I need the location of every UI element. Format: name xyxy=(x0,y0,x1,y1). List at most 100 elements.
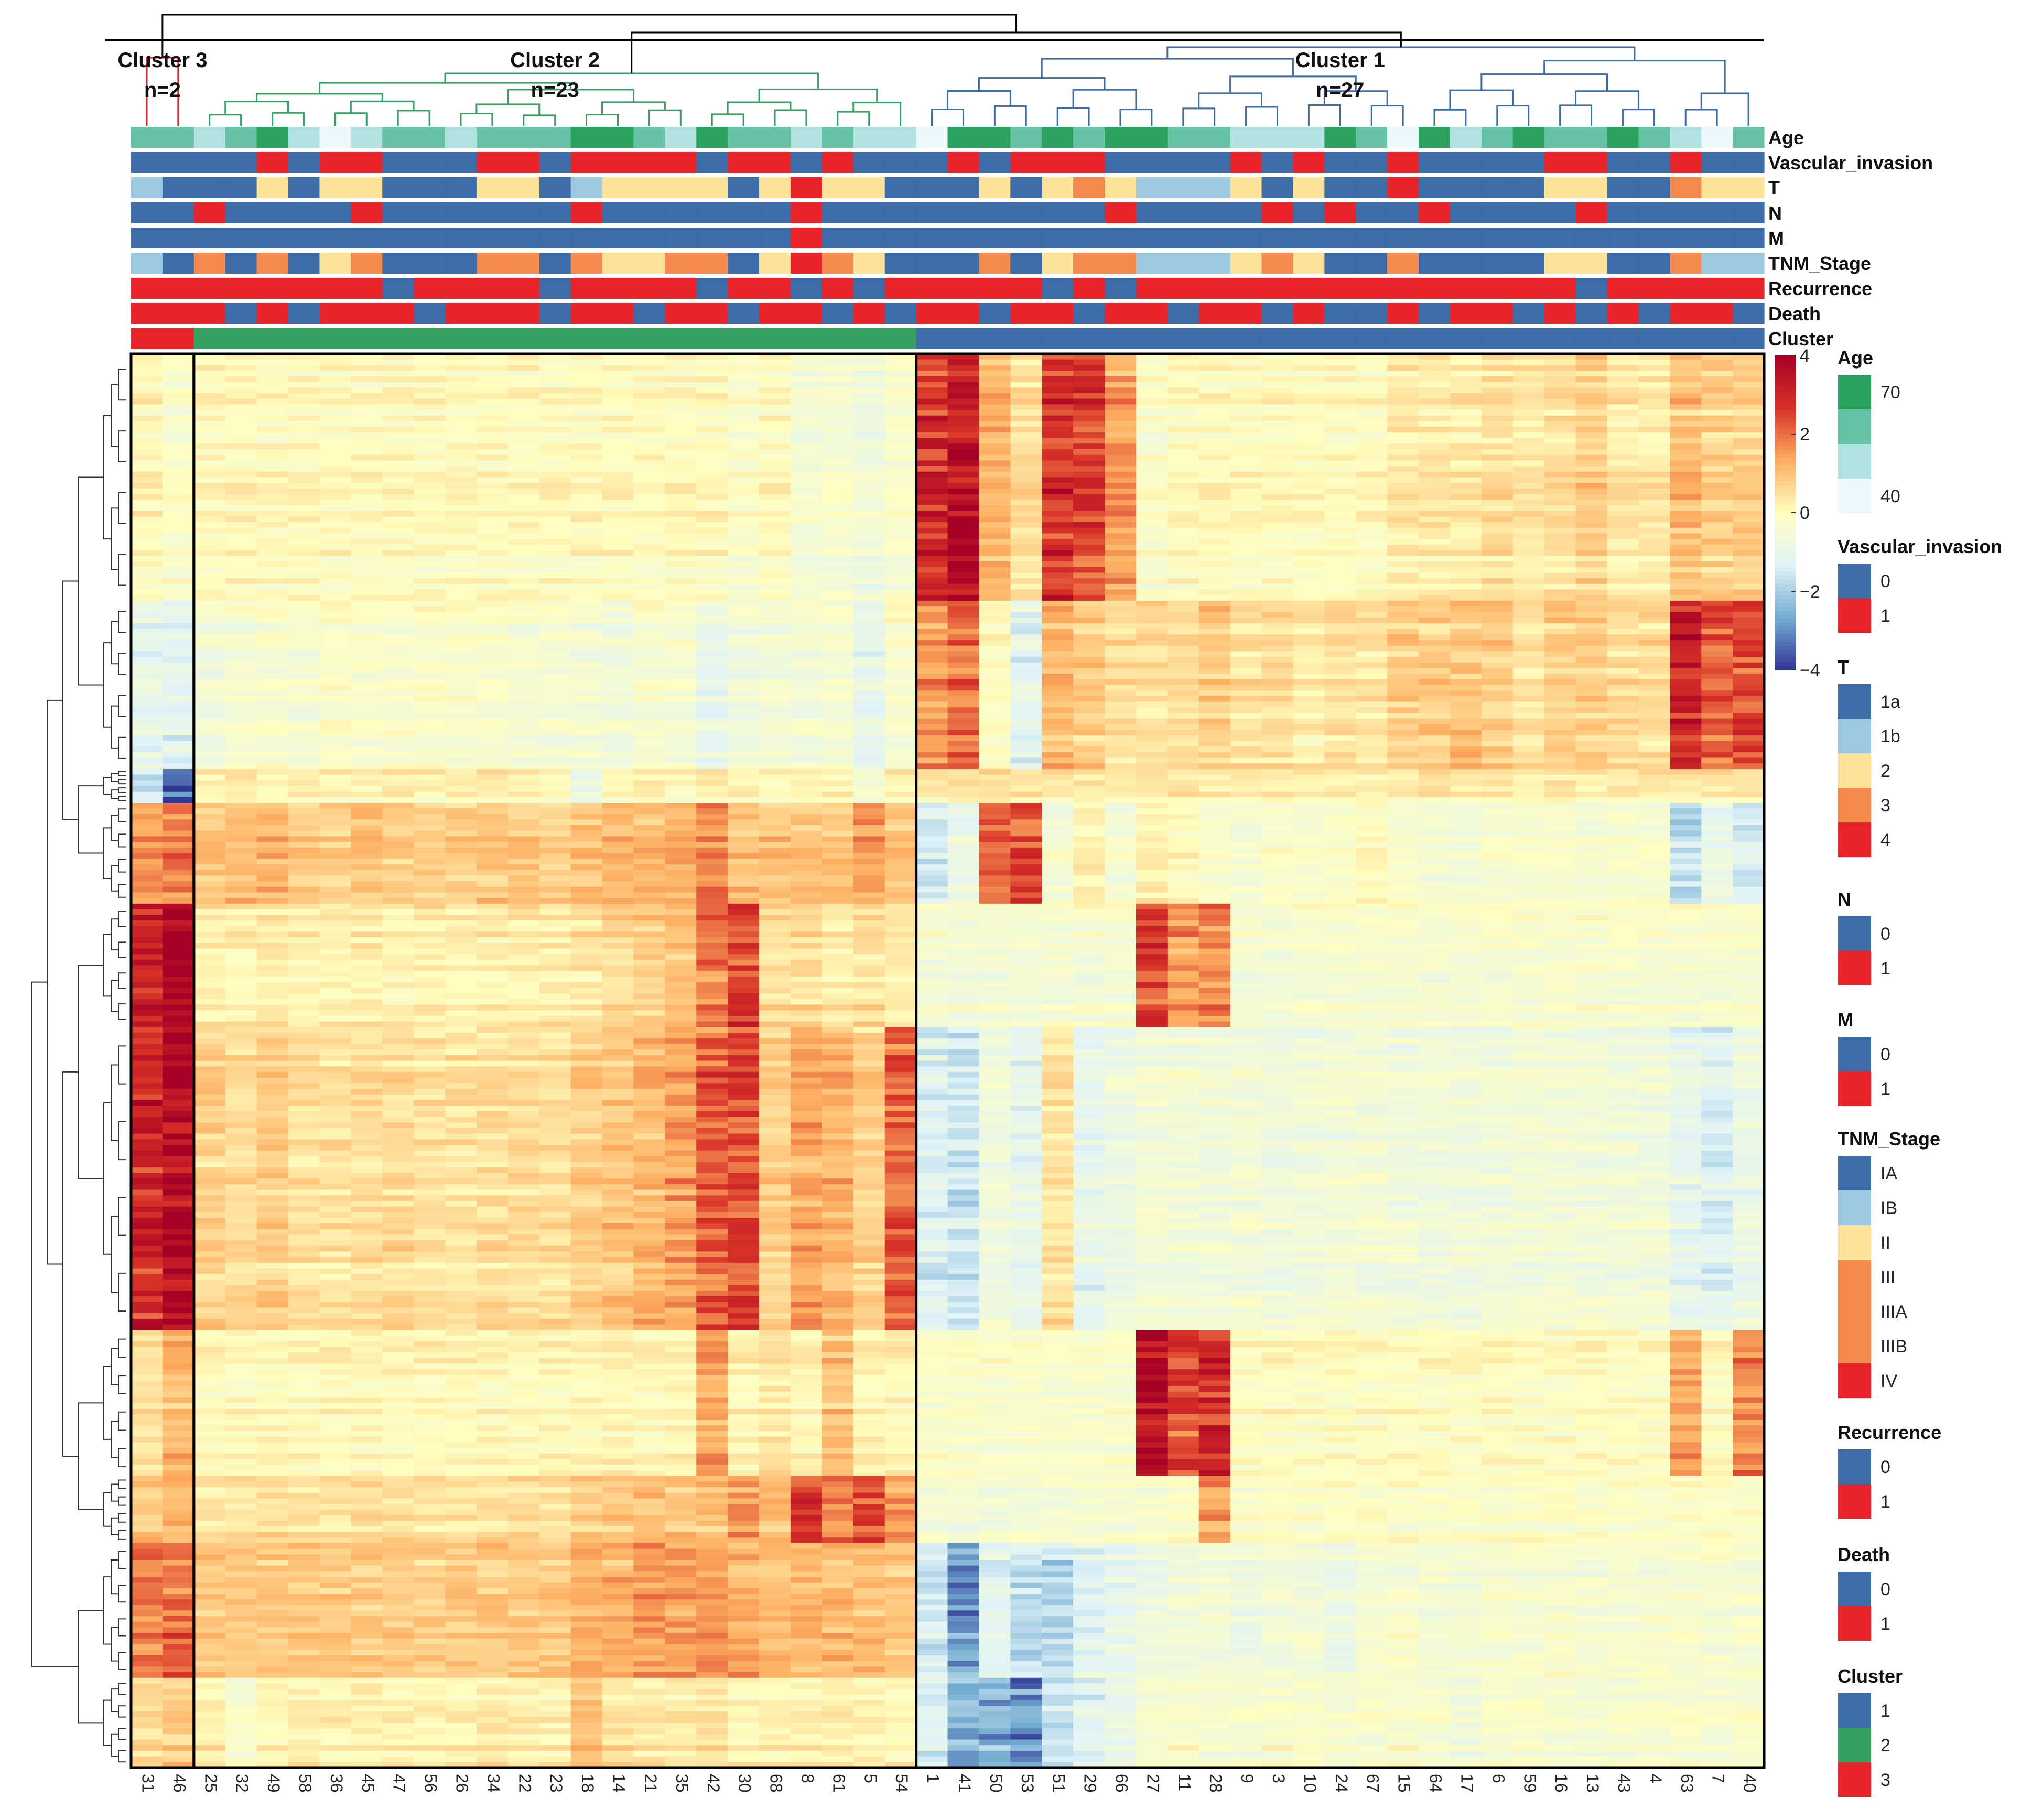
heatmap-cell xyxy=(1293,724,1325,730)
heatmap-cell xyxy=(979,516,1011,523)
heatmap-cell xyxy=(445,572,477,579)
heatmap-cell xyxy=(916,460,948,467)
heatmap-cell xyxy=(759,454,791,461)
heatmap-cell xyxy=(539,774,571,781)
heatmap-cell xyxy=(790,730,823,736)
heatmap-cell xyxy=(193,578,226,584)
heatmap-cell xyxy=(665,814,697,820)
heatmap-cell xyxy=(633,354,665,360)
heatmap-cell xyxy=(1105,578,1137,584)
heatmap-cell xyxy=(1450,690,1482,697)
heatmap-cell xyxy=(1073,500,1105,506)
heatmap-cell xyxy=(1575,522,1608,528)
heatmap-cell xyxy=(1607,522,1639,528)
heatmap-cell xyxy=(979,589,1011,595)
heatmap-cell xyxy=(382,690,414,697)
heatmap-cell xyxy=(570,359,603,366)
heatmap-cell xyxy=(1387,786,1419,792)
heatmap-cell xyxy=(351,786,383,792)
heatmap-cell xyxy=(256,730,289,736)
heatmap-cell xyxy=(1544,685,1576,691)
dendrogram-branch xyxy=(103,1366,111,1440)
heatmap-cell xyxy=(1544,494,1576,500)
heatmap-cell xyxy=(602,421,634,427)
heatmap-cell xyxy=(665,398,697,405)
heatmap-cell xyxy=(916,387,948,394)
heatmap-cell xyxy=(319,427,351,433)
heatmap-cell xyxy=(728,780,760,786)
heatmap-cell xyxy=(1073,533,1105,539)
heatmap-cell xyxy=(1670,511,1702,517)
heatmap-cell xyxy=(916,707,948,713)
heatmap-cell xyxy=(256,763,289,770)
heatmap-cell xyxy=(1733,718,1765,724)
heatmap-cell xyxy=(822,814,854,820)
heatmap-cell xyxy=(602,814,634,820)
heatmap-cell xyxy=(1136,376,1168,383)
dendrogram-branch xyxy=(47,699,63,1265)
heatmap-cell xyxy=(225,724,257,730)
heatmap-cell xyxy=(351,612,383,618)
heatmap-cell xyxy=(507,774,540,781)
heatmap-cell xyxy=(256,690,289,697)
heatmap-cell xyxy=(1387,415,1419,422)
annotation-cell xyxy=(1042,278,1074,299)
heatmap-cell xyxy=(476,398,509,405)
heatmap-cell xyxy=(193,808,226,815)
annotation-cell xyxy=(319,328,351,349)
heatmap-cell xyxy=(1575,477,1608,483)
heatmap-cell xyxy=(1387,768,1419,775)
heatmap-cell xyxy=(1293,707,1325,713)
heatmap-cell xyxy=(1607,814,1639,820)
heatmap-cell xyxy=(382,376,414,383)
heatmap-cell xyxy=(1136,466,1168,472)
heatmap-cell xyxy=(288,387,320,394)
heatmap-cell xyxy=(1198,780,1231,786)
heatmap-cell xyxy=(1167,527,1199,534)
heatmap-cell xyxy=(507,674,540,680)
annotation-cell xyxy=(131,278,163,299)
heatmap-cell xyxy=(1010,808,1042,815)
heatmap-cell xyxy=(507,819,540,826)
heatmap-cell xyxy=(382,427,414,433)
dendrogram-branch xyxy=(118,859,126,873)
heatmap-cell xyxy=(633,567,665,573)
heatmap-cell xyxy=(1324,561,1356,568)
heatmap-cell xyxy=(979,645,1011,652)
heatmap-cell xyxy=(1167,556,1199,562)
annotation-cell xyxy=(728,303,760,324)
heatmap-cell xyxy=(1607,656,1639,663)
heatmap-cell xyxy=(539,359,571,366)
heatmap-cell xyxy=(1324,404,1356,410)
heatmap-cell xyxy=(1167,410,1199,416)
heatmap-cell xyxy=(256,466,289,472)
heatmap-cell xyxy=(1701,544,1733,551)
heatmap-cell xyxy=(633,752,665,759)
heatmap-cell xyxy=(1073,612,1105,618)
heatmap-cell xyxy=(696,583,728,590)
heatmap-cell xyxy=(1136,488,1168,495)
heatmap-cell xyxy=(1167,696,1199,702)
heatmap-cell xyxy=(759,583,791,590)
heatmap-cell xyxy=(256,427,289,433)
heatmap-cell xyxy=(696,618,728,624)
heatmap-cell xyxy=(1481,415,1514,422)
heatmap-cell xyxy=(1481,791,1514,798)
heatmap-cell xyxy=(1670,656,1702,663)
annotation-cell xyxy=(414,328,446,349)
heatmap-cell xyxy=(728,449,760,456)
heatmap-cell xyxy=(1481,398,1514,405)
heatmap-cell xyxy=(351,460,383,467)
heatmap-cell xyxy=(1544,774,1576,781)
heatmap-cell xyxy=(1010,578,1042,584)
heatmap-cell xyxy=(1733,382,1765,388)
heatmap-cell xyxy=(1387,774,1419,781)
row-block xyxy=(131,354,1765,601)
heatmap-cell xyxy=(193,376,226,383)
dendrogram-branch xyxy=(103,827,111,879)
heatmap-cell xyxy=(1073,763,1105,770)
annotation-cell xyxy=(602,177,634,198)
heatmap-cell xyxy=(1042,618,1074,624)
heatmap-cell xyxy=(1010,730,1042,736)
heatmap-cell xyxy=(1670,763,1702,770)
